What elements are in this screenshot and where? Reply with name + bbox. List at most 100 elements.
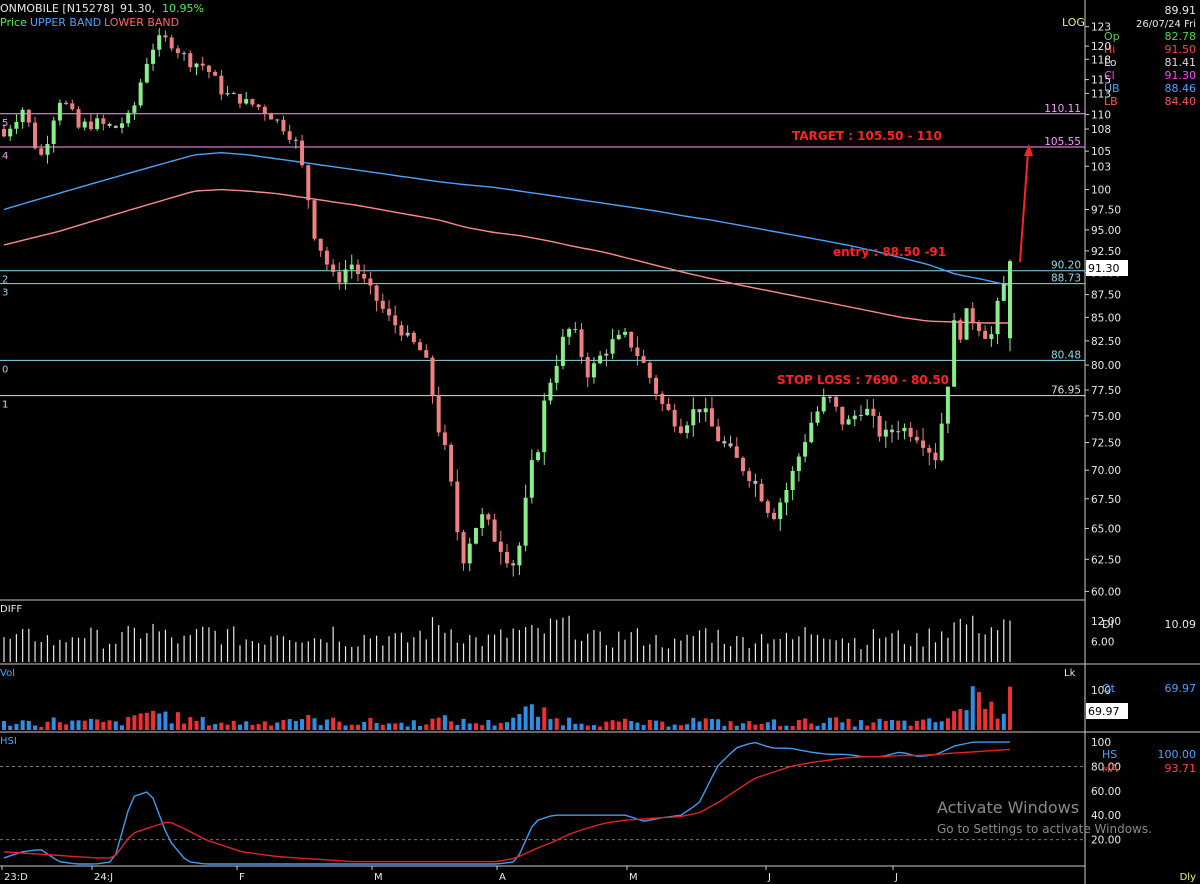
candle-body [734, 446, 739, 458]
periodicity-label[interactable]: Dly [1180, 872, 1196, 883]
hsi-readout-label: HS [1102, 748, 1117, 761]
vol-bar [815, 725, 820, 730]
vol-bar [803, 718, 808, 730]
vol-bar [548, 719, 553, 730]
candle-body [716, 426, 721, 442]
vol-bar [430, 718, 435, 730]
level-label: 76.95 [1051, 385, 1081, 397]
price-tag-text: 91.30 [1088, 262, 1120, 275]
vol-bar [101, 721, 106, 730]
candle-body [740, 457, 745, 472]
candle-body [126, 112, 131, 124]
y-tick-label: 110 [1091, 110, 1111, 122]
y-tick-label: 77.50 [1091, 385, 1121, 397]
vol-bar [834, 717, 839, 730]
candle-body [8, 128, 13, 137]
candle-body [567, 328, 572, 337]
diff-readout-label: DI [1102, 618, 1114, 631]
y-tick-label: 97.50 [1091, 204, 1121, 216]
candle-body [921, 440, 926, 448]
vol-bar [312, 718, 317, 730]
info-price: 89.91 [1165, 4, 1197, 17]
target-arrow-head [1024, 144, 1033, 156]
info-row-value: 88.46 [1165, 82, 1197, 95]
candle-body [529, 460, 534, 498]
candle-body [318, 238, 323, 251]
candle-body [182, 53, 187, 55]
candle-body [33, 122, 38, 149]
lower-band-line [3, 188, 1010, 324]
vol-bar [740, 723, 745, 730]
diff-title: DIFF [0, 604, 22, 615]
hsi-y-tick: 80.00 [1091, 761, 1121, 773]
candle-body [784, 489, 789, 503]
vol-bar [1008, 686, 1012, 730]
vol-bar [293, 721, 298, 730]
vol-bar [480, 725, 485, 730]
candle-body [548, 382, 553, 401]
candle-body [722, 441, 727, 444]
level-label: 88.73 [1051, 273, 1081, 285]
vol-bar [958, 709, 963, 730]
y-tick-label: 70.00 [1091, 465, 1121, 477]
vol-tag-box [1086, 703, 1128, 719]
candle-body [759, 483, 764, 502]
vol-bar [88, 718, 93, 730]
vol-bar [647, 719, 652, 730]
vol-bar [337, 721, 342, 730]
vol-bar [169, 723, 174, 730]
vol-bar [734, 725, 739, 730]
candle-body [641, 356, 646, 363]
info-row-label: Lo [1104, 56, 1117, 69]
vol-bar [641, 724, 646, 730]
candle-body [138, 82, 143, 106]
vol-bar [318, 725, 323, 730]
vol-tag-text: 69.97 [1088, 705, 1120, 718]
level-label: 90.20 [1051, 260, 1081, 272]
candle-body [442, 432, 447, 445]
vol-bar [281, 719, 286, 730]
hsi-panel[interactable]: HSI 100 80.00 60.00 40.00 20.00 HS 100.00 HA 93… [0, 736, 1196, 865]
level-left-label: 4 [2, 151, 8, 162]
y-tick-label: 108 [1091, 124, 1111, 136]
vol-bar [399, 722, 404, 730]
candle-body [399, 325, 404, 336]
candle-body [672, 409, 677, 427]
hsi-readout-label: HA [1102, 762, 1118, 775]
candle-body [480, 514, 485, 529]
price-panel[interactable]: 110.11 5 105.55 4 90.20 2 88.73 3 80.48 0 76.95 1 1… [0, 22, 1121, 599]
vol-y-tick: 100 [1091, 685, 1111, 697]
vol-bar [151, 710, 156, 730]
candle-body [803, 442, 808, 457]
vol-bar [219, 722, 224, 730]
change-label: 10.95% [162, 2, 204, 15]
vol-bar [331, 717, 336, 730]
vol-bar [45, 721, 50, 730]
candle-body [51, 120, 56, 145]
level-label: 110.11 [1044, 103, 1081, 115]
candle-body [405, 332, 410, 336]
vol-bar [275, 722, 280, 730]
candle-body [387, 308, 392, 316]
vol-bar [262, 721, 267, 730]
level-left-label: 2 [2, 275, 8, 286]
candle-body [331, 264, 336, 272]
candle-body [902, 427, 907, 432]
vol-bar [784, 725, 789, 730]
candle-body [827, 396, 832, 398]
vol-panel[interactable]: Vol Lk 100 Qt 69.97 69.97 [0, 668, 1196, 730]
x-tick-label: M [374, 872, 383, 883]
vol-bar [225, 724, 230, 730]
candle-body [666, 403, 671, 410]
candle-body [374, 285, 379, 301]
candle-body [20, 109, 25, 122]
diff-panel[interactable]: DIFF 12.00 6.00 DI 10.09 [0, 604, 1196, 662]
vol-bar [349, 724, 354, 730]
y-tick-label: 62.50 [1091, 554, 1121, 566]
log-scale-label[interactable]: LOG [1062, 16, 1085, 29]
vol-bar [716, 719, 721, 730]
candle-body [256, 104, 261, 108]
hsi-y-tick: 40.00 [1091, 810, 1121, 822]
x-tick-label: 24:J [94, 872, 113, 883]
